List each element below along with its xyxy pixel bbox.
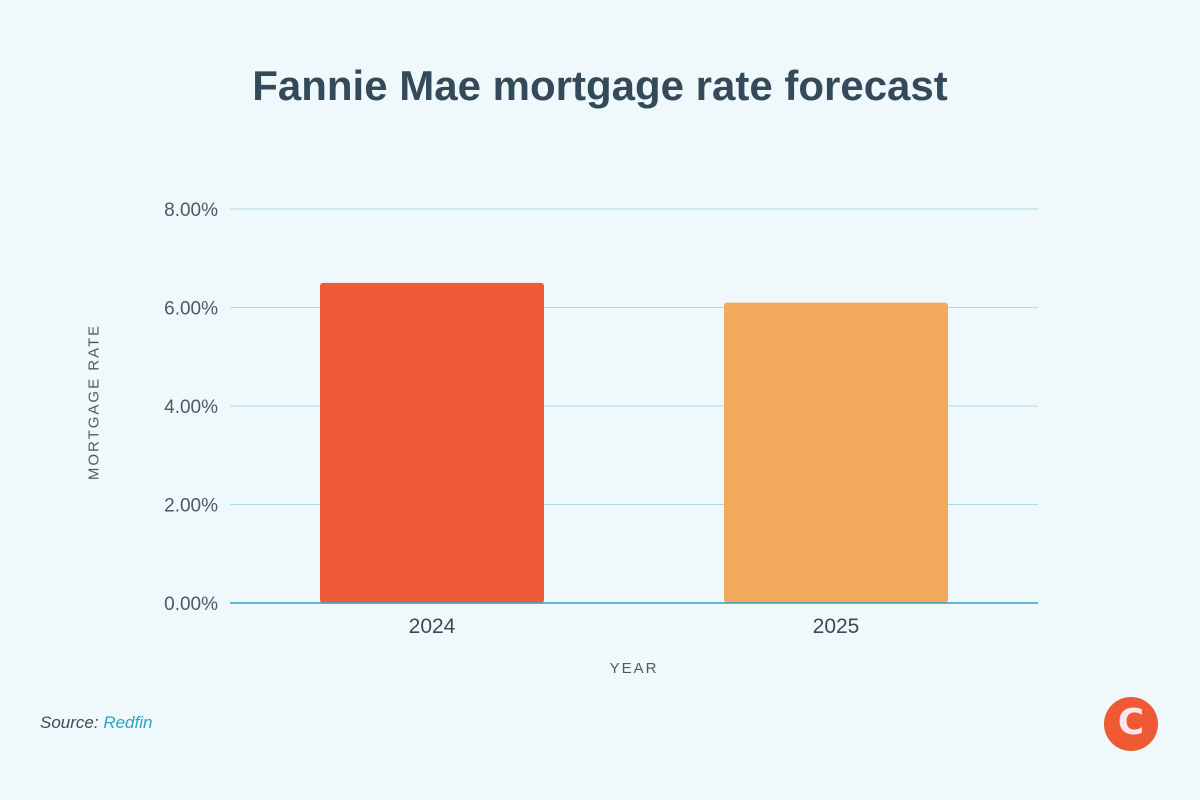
logo-letter: C bbox=[1117, 702, 1145, 743]
source-note: Source: Redfin bbox=[40, 713, 152, 733]
y-axis-label: MORTGAGE RATE bbox=[85, 323, 103, 481]
x-axis-label: YEAR bbox=[609, 660, 659, 677]
source-prefix: Source: bbox=[40, 713, 99, 732]
bars bbox=[320, 282, 948, 603]
source-link[interactable]: Redfin bbox=[103, 713, 153, 732]
y-tick-label: 4.00% bbox=[164, 397, 218, 418]
y-tick-labels: 0.00% 2.00% 4.00% 6.00% 8.00% bbox=[164, 200, 218, 615]
y-tick-label: 6.00% bbox=[164, 299, 218, 320]
bar-2024 bbox=[320, 282, 544, 603]
y-tick-label: 0.00% bbox=[164, 594, 218, 615]
x-tick-labels: 2024 2025 bbox=[409, 615, 860, 638]
logo-c-icon: C bbox=[1104, 697, 1158, 751]
bar-2025 bbox=[724, 302, 948, 603]
chart-title: Fannie Mae mortgage rate forecast bbox=[252, 62, 948, 109]
x-tick-label: 2025 bbox=[813, 615, 860, 638]
y-tick-label: 8.00% bbox=[164, 200, 218, 221]
y-tick-label: 2.00% bbox=[164, 496, 218, 517]
x-tick-label: 2024 bbox=[409, 615, 456, 638]
